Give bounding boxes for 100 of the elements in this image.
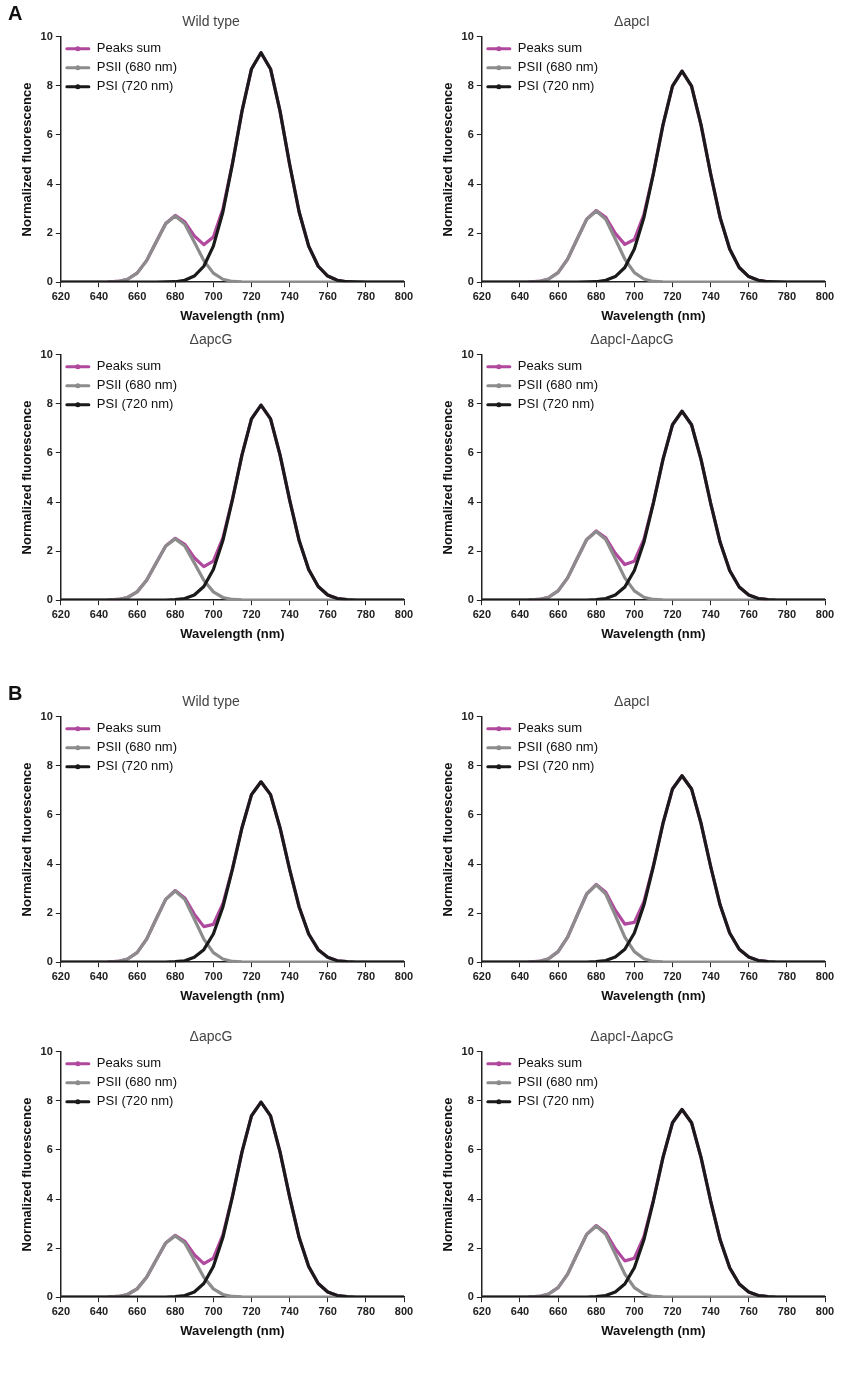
y-tick-label: 0 (46, 1290, 53, 1303)
y-tick-label: 8 (467, 1093, 474, 1106)
x-tick-label: 780 (356, 969, 376, 982)
legend-label: PSII (680 nm) (96, 377, 178, 393)
x-tick-label: 700 (204, 969, 223, 982)
legend-label: PSI (720 nm) (96, 758, 174, 774)
x-tick-label: 680 (166, 969, 185, 982)
x-axis-title: Wavelength (nm) (601, 1322, 706, 1338)
x-axis-title: Wavelength (nm) (601, 625, 706, 641)
legend-label: PSII (680 nm) (96, 59, 178, 75)
y-tick-label: 2 (467, 906, 474, 919)
y-tick-label: 4 (46, 1192, 54, 1205)
x-tick-label: 740 (280, 289, 299, 302)
x-tick-label: 740 (701, 607, 720, 620)
x-tick-label: 740 (701, 969, 720, 982)
y-tick-label: 2 (467, 544, 474, 557)
x-tick-label: 620 (472, 607, 492, 620)
legend-label: PSI (720 nm) (96, 396, 174, 412)
y-axis-title: Normalized fluorescence (19, 82, 35, 237)
x-tick-label: 640 (510, 607, 530, 620)
x-tick-label: 640 (510, 1304, 530, 1317)
x-tick-label: 800 (815, 607, 835, 620)
y-tick-label: 2 (467, 1241, 474, 1254)
y-axis-title: Normalized fluorescence (440, 400, 456, 555)
y-tick-label: 10 (40, 1044, 53, 1057)
x-axis-title: Wavelength (nm) (180, 1322, 285, 1338)
y-tick-label: 4 (467, 177, 475, 190)
y-tick-label: 6 (467, 807, 474, 820)
y-axis-title: Normalized fluorescence (440, 82, 456, 237)
x-tick-label: 720 (242, 289, 261, 302)
legend-label: PSII (680 nm) (517, 377, 599, 393)
x-tick-label: 660 (127, 1304, 147, 1317)
x-tick-label: 740 (701, 1304, 720, 1317)
x-tick-label: 640 (89, 289, 109, 302)
x-tick-label: 680 (587, 969, 606, 982)
y-tick-label: 0 (467, 275, 474, 288)
x-tick-label: 720 (663, 969, 682, 982)
y-tick-label: 8 (467, 396, 474, 409)
x-tick-label: 760 (318, 289, 337, 302)
y-tick-label: 6 (467, 127, 474, 140)
y-tick-label: 8 (46, 396, 53, 409)
x-tick-label: 620 (472, 1304, 492, 1317)
x-tick-label: 680 (166, 1304, 185, 1317)
text: B (8, 681, 23, 704)
y-tick-label: 0 (467, 593, 474, 606)
x-tick-label: 660 (127, 289, 147, 302)
x-tick-label: 800 (815, 289, 835, 302)
legend-label: PSII (680 nm) (517, 1074, 599, 1090)
x-axis-title: Wavelength (nm) (180, 987, 285, 1003)
chart-title: ΔapcI-ΔapcG (590, 331, 674, 348)
x-tick-label: 780 (356, 607, 376, 620)
y-tick-label: 4 (467, 495, 475, 508)
x-tick-label: 800 (815, 1304, 835, 1317)
x-tick-label: 720 (663, 607, 682, 620)
x-tick-label: 740 (280, 969, 299, 982)
x-tick-label: 620 (51, 289, 71, 302)
chart-title: ΔapcG (189, 331, 233, 348)
x-tick-label: 700 (625, 1304, 644, 1317)
chart-title: ΔapcI (614, 13, 650, 30)
chart-title: Wild type (182, 693, 240, 710)
y-axis-title: Normalized fluorescence (19, 762, 35, 917)
x-tick-label: 760 (739, 607, 758, 620)
chart-title: Wild type (182, 13, 240, 30)
y-tick-label: 0 (46, 275, 53, 288)
x-tick-label: 660 (548, 1304, 568, 1317)
x-tick-label: 740 (280, 607, 299, 620)
y-tick-label: 4 (467, 1192, 475, 1205)
y-tick-label: 4 (467, 857, 475, 870)
legend-label: Peaks sum (517, 720, 583, 736)
x-tick-label: 660 (127, 607, 147, 620)
y-tick-label: 0 (467, 955, 474, 968)
y-tick-label: 0 (46, 955, 53, 968)
legend-label: PSII (680 nm) (96, 739, 178, 755)
x-tick-label: 720 (242, 1304, 261, 1317)
x-tick-label: 700 (204, 1304, 223, 1317)
x-tick-label: 700 (204, 607, 223, 620)
chart-title: ΔapcG (189, 1028, 233, 1045)
x-tick-label: 700 (625, 969, 644, 982)
legend-label: PSII (680 nm) (517, 739, 599, 755)
x-tick-label: 800 (394, 969, 414, 982)
x-tick-label: 680 (166, 607, 185, 620)
y-tick-label: 6 (46, 807, 53, 820)
legend-label: Peaks sum (517, 358, 583, 374)
y-tick-label: 0 (46, 593, 53, 606)
legend-label: PSI (720 nm) (517, 1093, 595, 1109)
y-tick-label: 10 (461, 347, 474, 360)
x-axis-title: Wavelength (nm) (601, 307, 706, 323)
y-tick-label: 10 (40, 709, 53, 722)
x-tick-label: 680 (587, 607, 606, 620)
legend-label: Peaks sum (96, 720, 162, 736)
x-tick-label: 780 (777, 1304, 797, 1317)
x-tick-label: 640 (89, 607, 109, 620)
text: A (8, 1, 23, 24)
x-tick-label: 700 (204, 289, 223, 302)
x-tick-label: 760 (739, 289, 758, 302)
x-axis-title: Wavelength (nm) (180, 625, 285, 641)
y-tick-label: 4 (46, 495, 54, 508)
x-tick-label: 640 (510, 969, 530, 982)
y-tick-label: 10 (461, 709, 474, 722)
legend-label: Peaks sum (517, 1055, 583, 1071)
